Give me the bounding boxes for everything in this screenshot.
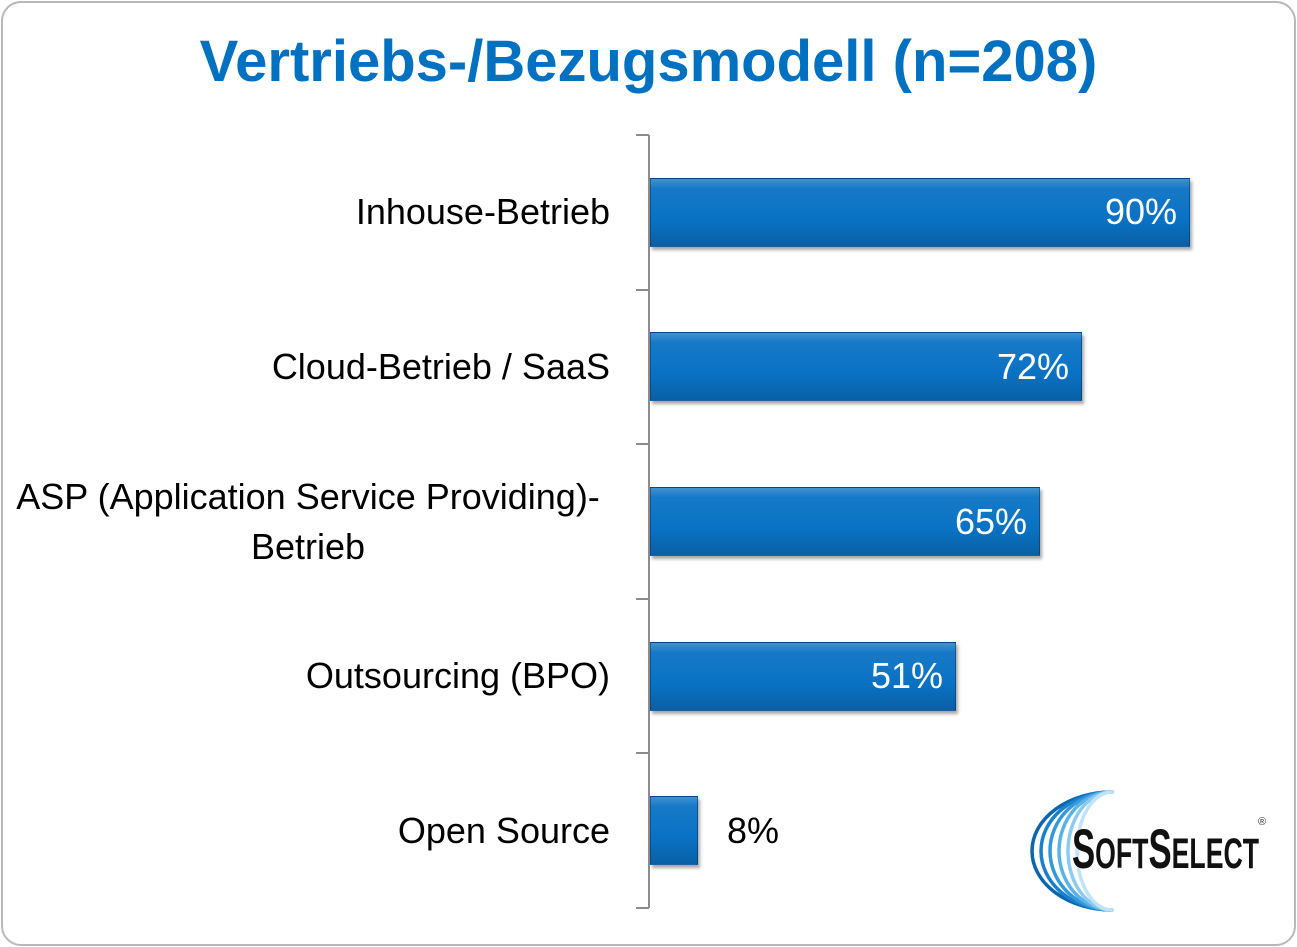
logo-word-select: SELECT: [1148, 817, 1260, 880]
logo-wordmark: SOFTSELECT: [1072, 820, 1259, 879]
category-label-box: ASP (Application Service Providing)-Betr…: [6, 472, 610, 572]
category-label-box: Outsourcing (BPO): [6, 651, 610, 701]
axis-tick: [636, 134, 649, 136]
data-label: 90%: [1104, 191, 1177, 233]
category-axis-line: [648, 135, 650, 908]
logo-arc: [1075, 790, 1114, 912]
data-label: 65%: [954, 500, 1027, 542]
bar: 51%: [650, 641, 956, 711]
logo-arc: [1066, 790, 1114, 912]
data-label: 72%: [996, 345, 1069, 387]
registered-mark: ®: [1258, 816, 1267, 828]
axis-tick: [636, 443, 649, 446]
logo-arc: [1057, 790, 1114, 912]
category-label-box: Open Source: [6, 806, 610, 856]
bar: 8%: [650, 796, 779, 866]
category-label: Outsourcing (BPO): [305, 655, 610, 697]
axis-tick: [636, 288, 649, 291]
category-label: ASP (Application Service Providing)-Betr…: [16, 475, 600, 567]
logo-word-soft: SOFT: [1072, 817, 1149, 880]
logo-arc: [1048, 790, 1114, 912]
category-label-box: Inhouse-Betrieb: [6, 187, 610, 237]
axis-tick: [636, 907, 649, 909]
category-label: Open Source: [397, 809, 610, 851]
category-label: Inhouse-Betrieb: [355, 191, 610, 233]
data-label: 8%: [727, 809, 780, 851]
category-label: Cloud-Betrieb / SaaS: [271, 345, 610, 387]
bar: 72%: [650, 332, 1082, 402]
category-label-box: Cloud-Betrieb / SaaS: [6, 342, 610, 392]
swoosh-logo-icon: [1030, 790, 1114, 912]
chart-title: Vertriebs-/Bezugsmodell (n=208): [199, 29, 1098, 94]
data-label: 51%: [870, 655, 943, 697]
bar: 90%: [650, 177, 1190, 247]
bar: 65%: [650, 487, 1040, 556]
axis-tick: [636, 597, 649, 600]
axis-tick: [636, 752, 649, 755]
